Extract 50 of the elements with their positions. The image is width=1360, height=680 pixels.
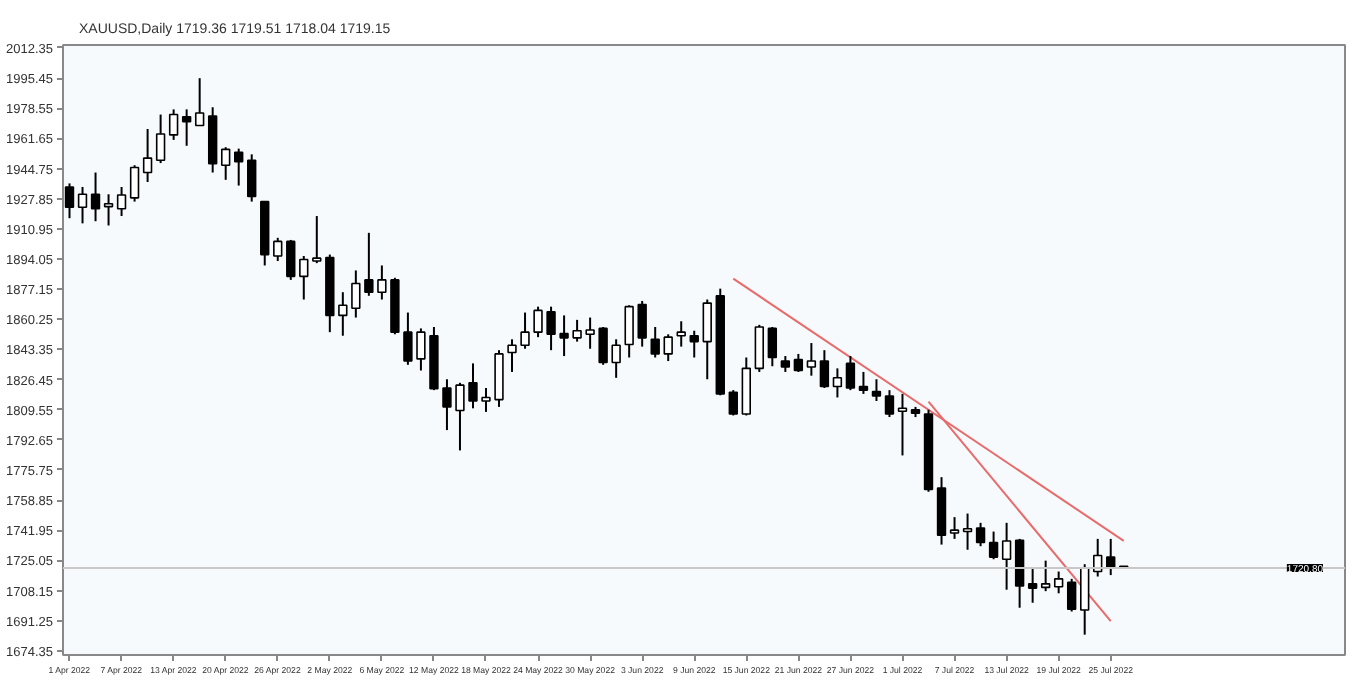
candlestick bbox=[520, 311, 530, 350]
candlestick bbox=[988, 530, 999, 561]
candlestick bbox=[1066, 577, 1077, 613]
candlestick bbox=[155, 113, 166, 165]
candlestick bbox=[728, 389, 738, 417]
candlestick bbox=[220, 146, 231, 181]
candlestick bbox=[181, 108, 192, 147]
candlestick bbox=[1014, 537, 1025, 609]
candlestick bbox=[103, 193, 114, 227]
candlestick bbox=[897, 392, 908, 457]
candlestick bbox=[286, 238, 296, 281]
candlestick bbox=[871, 378, 882, 403]
candlestick bbox=[207, 106, 218, 174]
candlestick bbox=[129, 164, 140, 203]
candlestick bbox=[832, 367, 843, 399]
candlestick bbox=[77, 185, 88, 225]
candlestick bbox=[884, 389, 895, 419]
candlestick bbox=[663, 333, 673, 363]
candlestick bbox=[168, 108, 179, 141]
candlestick bbox=[767, 325, 778, 368]
candlestick bbox=[64, 182, 75, 220]
candlestick bbox=[1053, 570, 1064, 595]
candlestick bbox=[806, 342, 817, 377]
candlestick bbox=[1079, 563, 1090, 636]
candlestick bbox=[247, 153, 257, 203]
candlestick bbox=[689, 329, 699, 359]
candlestick bbox=[676, 320, 686, 348]
candlestick bbox=[793, 352, 804, 373]
candlestick bbox=[754, 323, 765, 373]
candlestick bbox=[936, 476, 947, 546]
candlestick bbox=[1001, 521, 1012, 591]
candlestick bbox=[142, 128, 153, 183]
candlestick bbox=[650, 325, 660, 359]
candlestick bbox=[741, 356, 751, 417]
candlestick bbox=[845, 355, 856, 392]
candlestick bbox=[858, 370, 869, 395]
candlestick bbox=[1027, 566, 1038, 604]
candlestick bbox=[90, 171, 101, 223]
candlestick bbox=[234, 147, 244, 187]
candlestick bbox=[299, 255, 309, 301]
candlestick bbox=[819, 349, 830, 389]
candlestick bbox=[194, 77, 205, 127]
candlestick bbox=[1040, 559, 1051, 593]
candlestick bbox=[116, 185, 127, 218]
candlestick bbox=[507, 338, 517, 373]
candlestick bbox=[273, 236, 283, 262]
candlestick bbox=[975, 521, 986, 548]
candlestick bbox=[949, 516, 960, 540]
candlestick bbox=[962, 512, 973, 551]
candlestick bbox=[702, 298, 712, 381]
